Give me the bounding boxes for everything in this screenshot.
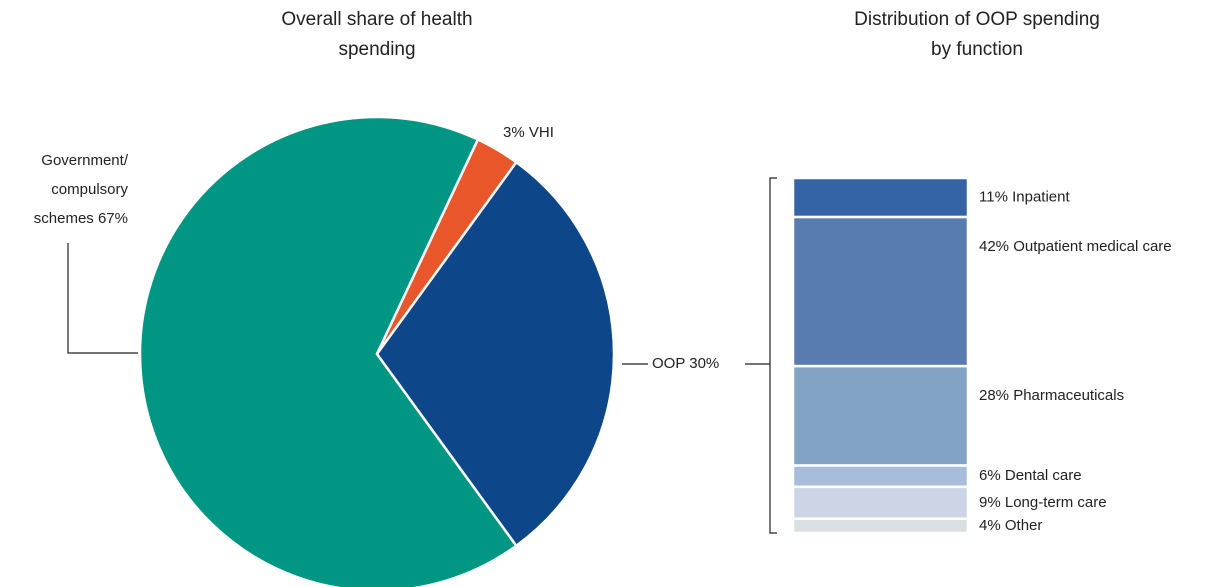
category-label: VHI [529, 124, 554, 141]
pie-label: Government/ compulsory schemes 67% [6, 146, 128, 233]
segment-label: 6% Dental care [979, 467, 1082, 484]
pie-slice [375, 160, 616, 548]
category-label: Outpatient medical care [1013, 238, 1171, 255]
bar-segment [791, 364, 970, 467]
bar-segment [791, 464, 970, 489]
category-label: Other [1005, 517, 1043, 534]
category-label: Inpatient [1012, 188, 1070, 205]
category-label: Government/ compulsory schemes [33, 152, 128, 227]
bar-segment [791, 485, 970, 521]
value-label: 30% [689, 355, 719, 372]
value-label: 6% [979, 467, 1001, 484]
value-label: 4% [979, 517, 1001, 534]
category-label: OOP [652, 355, 685, 372]
pie-slice [138, 115, 519, 587]
value-label: 67% [97, 210, 128, 227]
leader-line [67, 243, 138, 354]
value-label: 42% [979, 238, 1009, 255]
category-label: Pharmaceuticals [1013, 387, 1124, 404]
segment-label: 42% Outpatient medical care [979, 238, 1172, 255]
value-label: 11% [979, 188, 1008, 205]
bar-segment [791, 215, 970, 368]
bar-title: Distribution of OOP spending by function [854, 9, 1100, 60]
segment-label: 4% Other [979, 517, 1042, 534]
segment-label: 9% Long-term care [979, 494, 1107, 511]
bar-segment [791, 517, 970, 535]
category-label: Dental care [1005, 467, 1082, 484]
segment-label: 28% Pharmaceuticals [979, 387, 1124, 404]
segment-label: 11% Inpatient [979, 188, 1070, 205]
bracket [745, 177, 777, 534]
pie-label: OOP 30% [652, 355, 719, 372]
value-label: 3% [503, 124, 525, 141]
pie-label: 3% VHI [503, 124, 554, 141]
value-label: 9% [979, 494, 1001, 511]
pie-title: Overall share of health spending [281, 9, 473, 60]
value-label: 28% [979, 387, 1009, 404]
bar-segment [791, 176, 970, 219]
category-label: Long-term care [1005, 494, 1107, 511]
